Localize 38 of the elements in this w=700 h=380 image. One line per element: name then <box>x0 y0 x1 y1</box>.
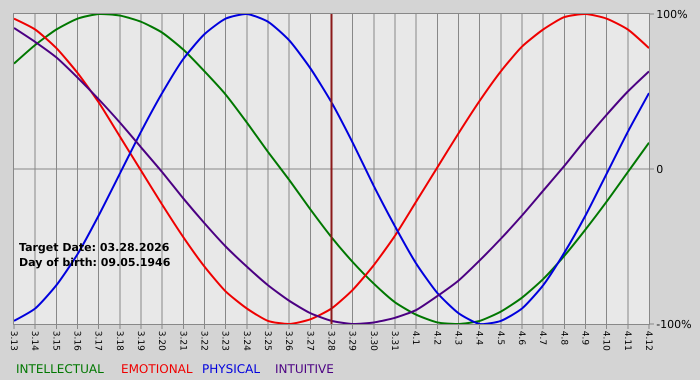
text: INTELLECTUAL <box>16 362 104 376</box>
text: INTUITIVE <box>275 362 334 376</box>
x-tick-label: 4.12 <box>643 330 654 351</box>
x-tick-label: 3.19 <box>135 330 146 352</box>
x-tick-label: 3.28 <box>326 330 336 352</box>
x-tick-label: 4.3 <box>452 330 463 346</box>
x-tick-label: 4.2 <box>431 330 442 346</box>
x-tick-label: 3.29 <box>346 330 357 352</box>
y-tick-label: -100% <box>656 318 692 331</box>
x-tick-label: 3.25 <box>262 330 272 351</box>
text: EMOTIONAL <box>121 362 193 376</box>
x-tick-label: 4.11 <box>622 330 632 351</box>
x-tick-label: 3.13 <box>8 330 18 351</box>
x-tick-label: 4.9 <box>580 330 590 346</box>
x-tick-label: 3.20 <box>156 330 166 352</box>
x-tick-label: 3.17 <box>92 330 103 351</box>
x-tick-label: 3.14 <box>29 330 40 352</box>
x-tick-label: 4.6 <box>516 330 526 346</box>
x-tick-label: 3.30 <box>368 330 378 352</box>
x-tick-label: 3.22 <box>198 330 209 351</box>
x-tick-label: 3.27 <box>304 330 314 351</box>
x-tick-label: 4.10 <box>600 330 611 352</box>
x-tick-label: 4.8 <box>558 330 568 346</box>
x-tick-label: 4.1 <box>410 330 420 346</box>
text: PHYSICAL <box>202 362 260 376</box>
x-tick-label: 3.15 <box>50 330 60 351</box>
x-tick-label: 3.24 <box>240 330 251 352</box>
x-tick-label: 4.4 <box>474 330 484 346</box>
x-tick-label: 3.16 <box>72 330 82 352</box>
x-tick-label: 4.7 <box>537 330 548 346</box>
x-tick-label: 3.23 <box>220 330 230 351</box>
x-tick-label: 3.18 <box>114 330 124 352</box>
x-tick-label: 3.26 <box>283 330 294 352</box>
x-tick-label: 4.5 <box>494 330 505 346</box>
y-tick-label: 100% <box>656 8 688 21</box>
y-tick-label: 0 <box>656 162 664 176</box>
x-tick-label: 3.31 <box>389 330 400 351</box>
x-tick-label: 3.21 <box>177 330 188 351</box>
